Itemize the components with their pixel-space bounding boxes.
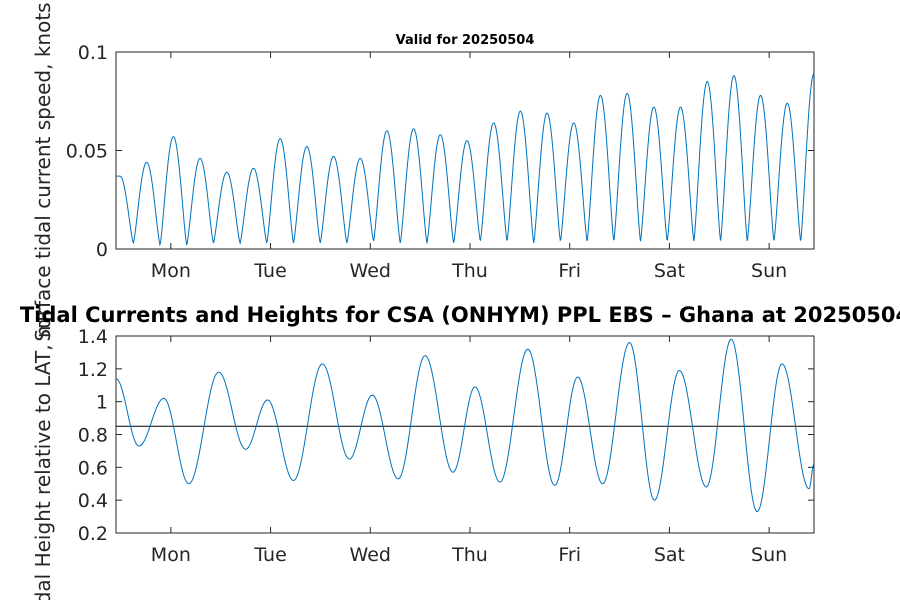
speed-chart-title: Valid for 20250504 [396,33,535,48]
height-ytick-label: 1 [96,392,108,414]
height-xtick-label: Mon [151,544,191,566]
speed-plot-area [115,51,815,250]
speed-chart: Valid for 20250504 0 0.05 0.1 Mon Tue Wed Thu… [31,2,815,342]
height-xtick-label: Tue [253,544,286,566]
speed-x-axis: Mon Tue Wed Thu Fri Sat Sun [151,52,787,282]
height-chart: 0.2 0.4 0.6 0.8 1 1.2 1.4 Mon Tue Wed Thu Fri Sat Su… [31,319,815,600]
height-xtick-label: Fri [558,544,581,566]
height-ytick-label: 0.8 [78,425,108,447]
speed-xtick-label: Tue [253,260,286,282]
height-xtick-label: Thu [451,544,488,566]
speed-ytick-label: 0.1 [78,42,108,64]
height-series-line [115,338,815,513]
height-x-axis: Mon Tue Wed Thu Fri Sat Sun [151,336,787,566]
speed-xtick-label: Fri [558,260,581,282]
height-xtick-label: Sun [751,544,787,566]
height-ytick-label: 1.4 [78,326,108,348]
height-xtick-label: Sat [654,544,685,566]
height-y-axis: 0.2 0.4 0.6 0.8 1 1.2 1.4 [78,326,814,545]
height-xtick-label: Wed [350,544,391,566]
speed-xtick-label: Wed [350,260,391,282]
height-ytick-label: 0.6 [78,457,108,479]
height-ytick-label: 1.2 [78,359,108,381]
speed-ytick-label: 0.05 [66,141,108,163]
speed-xtick-label: Sun [751,260,787,282]
speed-y-axis: 0 0.05 0.1 [66,42,814,261]
height-ytick-label: 0.4 [78,490,108,512]
speed-series-line [116,73,815,247]
speed-xtick-label: Mon [151,260,191,282]
speed-ytick-label: 0 [96,239,108,261]
height-ytick-label: 0.2 [78,523,108,545]
page-title: Tidal Currents and Heights for CSA (ONHY… [20,303,900,327]
height-plot-area [115,335,815,534]
speed-y-axis-label: Surface tidal current speed, knots [31,2,55,341]
speed-xtick-label: Sat [654,260,685,282]
speed-xtick-label: Thu [451,260,488,282]
height-y-axis-label: Tidal Height relative to LAT, m [31,319,55,600]
